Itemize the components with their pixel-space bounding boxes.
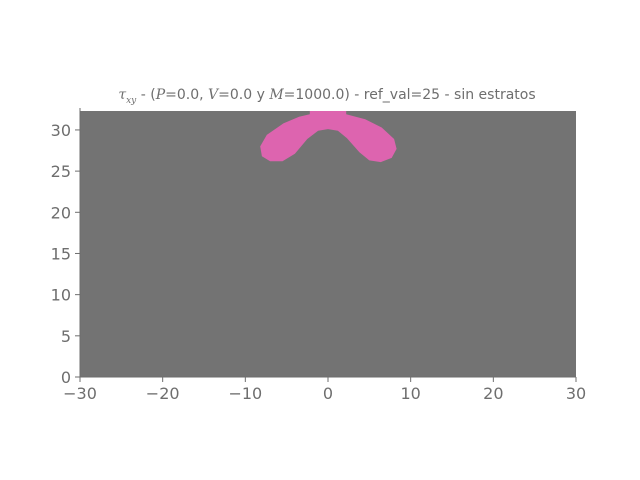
title-part-1: - ( bbox=[136, 87, 155, 103]
y-tick-label: 20 bbox=[51, 203, 71, 222]
title-var-v: V bbox=[208, 87, 220, 103]
x-tick-label: −30 bbox=[63, 384, 97, 403]
highlighted-lobes bbox=[260, 111, 397, 163]
title-part-2: =0.0, bbox=[165, 87, 208, 103]
title-part-4: =1000.0) - ref_val=25 - sin estratos bbox=[284, 87, 536, 103]
title-part-3: =0.0 y bbox=[218, 87, 269, 103]
axes: −30 −20 −10 0 10 20 30 0 5 10 15 20 25 30 bbox=[51, 108, 586, 403]
x-tick-label: 20 bbox=[483, 384, 503, 403]
title-var-p: P bbox=[155, 87, 166, 103]
x-tick-label: −20 bbox=[146, 384, 180, 403]
x-tick-label: 0 bbox=[323, 384, 333, 403]
title-var-m: M bbox=[268, 87, 284, 103]
plot-area bbox=[80, 111, 576, 377]
x-tick-label: 30 bbox=[566, 384, 586, 403]
field-background bbox=[80, 111, 576, 377]
y-tick-label: 0 bbox=[61, 368, 71, 387]
y-tick-label: 30 bbox=[51, 121, 71, 140]
chart-title: τxy - (P=0.0, V=0.0 y M=1000.0) - ref_va… bbox=[118, 87, 535, 106]
title-tau-symbol: τ bbox=[118, 87, 126, 103]
y-tick-label: 10 bbox=[51, 286, 71, 305]
y-tick-label: 25 bbox=[51, 162, 71, 181]
title-tau-subscript: xy bbox=[126, 96, 137, 106]
x-tick-label: −10 bbox=[228, 384, 262, 403]
x-tick-label: 10 bbox=[400, 384, 420, 403]
y-tick-label: 5 bbox=[61, 327, 71, 346]
y-tick-label: 15 bbox=[51, 244, 71, 263]
